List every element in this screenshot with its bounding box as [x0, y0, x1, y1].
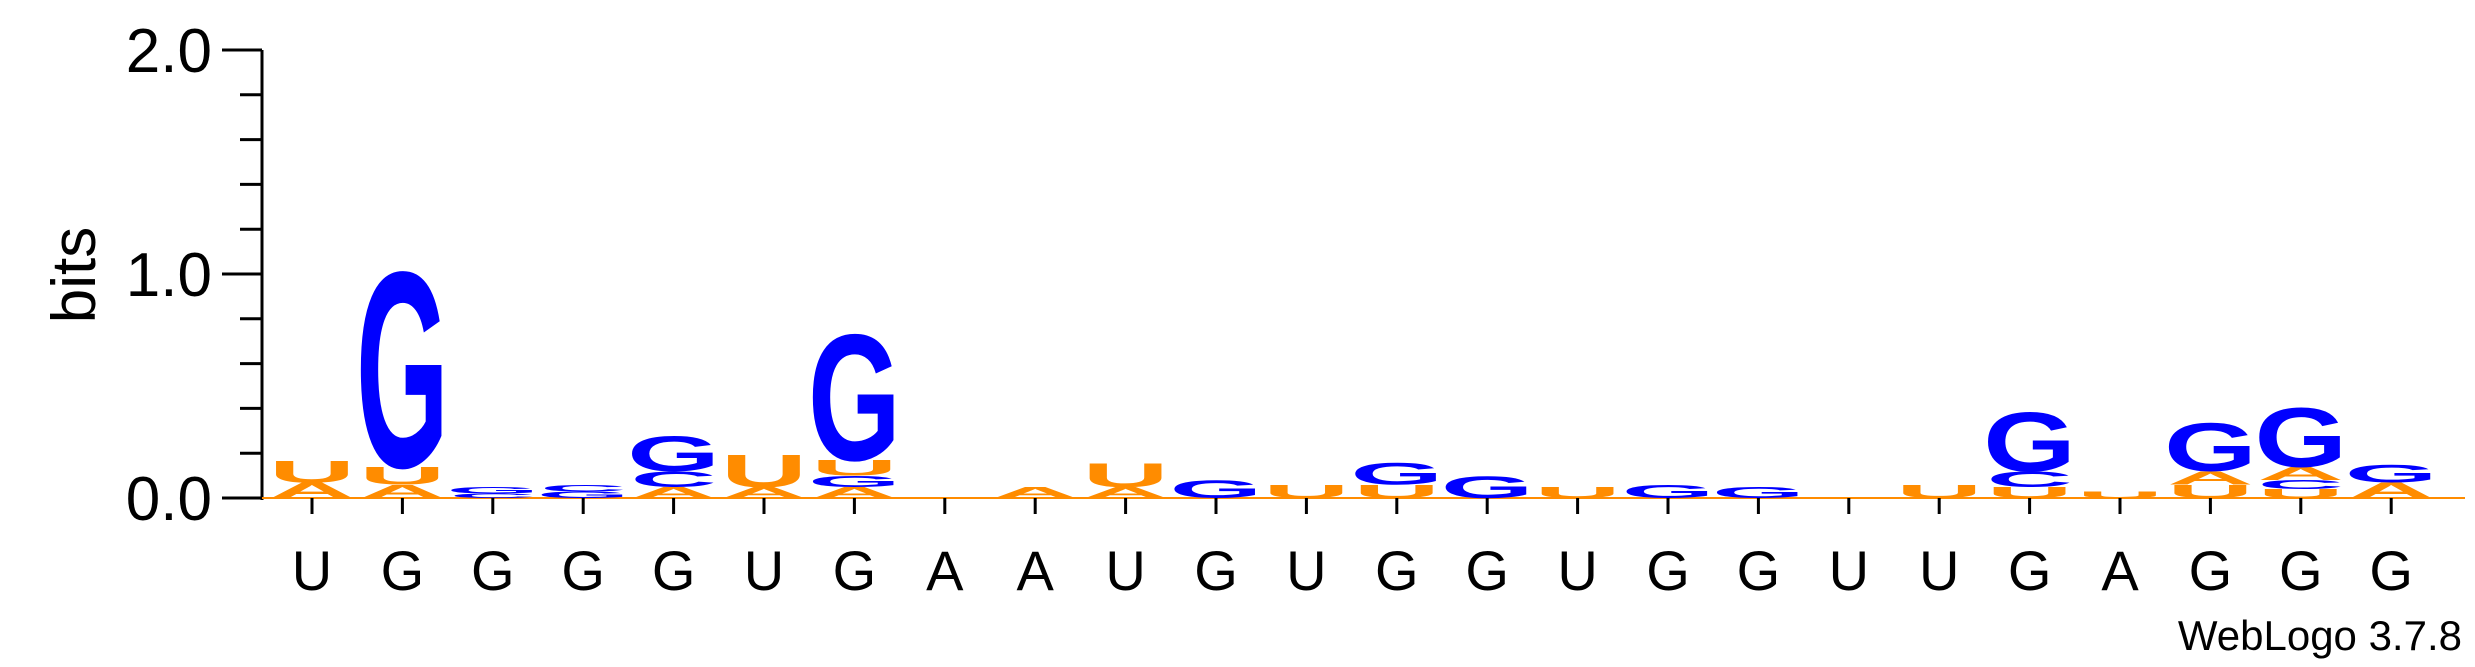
logo-letter: U: [1534, 484, 1620, 501]
logo-letter: G: [2164, 409, 2257, 486]
logo-letter: G: [1983, 395, 2076, 489]
y-ticks: 0.0 1.0 2.0: [126, 17, 262, 534]
logo-letter: A: [630, 484, 716, 501]
x-tick-label: G: [652, 539, 696, 602]
weblogo-watermark: WebLogo 3.7.8: [2178, 612, 2462, 659]
x-tick-label: G: [381, 539, 425, 602]
x-tick-label: U: [744, 539, 784, 602]
x-tick-label: A: [926, 539, 964, 602]
logo-letter: U: [1082, 456, 1168, 495]
y-tick-label: 0.0: [126, 465, 212, 534]
logo-letter: G: [2254, 391, 2347, 485]
x-tick-label: G: [1465, 539, 1509, 602]
logo-letter: U: [1263, 481, 1349, 502]
x-tick-label: A: [1017, 539, 1055, 602]
logo-letter: U: [269, 455, 355, 490]
logo-letter: G: [2345, 460, 2438, 488]
logo-letter: G: [1712, 484, 1805, 501]
logo-letter: U: [2167, 481, 2253, 502]
logo-letter: C: [2258, 478, 2344, 492]
logo-letter: U: [359, 462, 445, 490]
logo-letter: G: [808, 473, 901, 490]
x-tick-label: G: [833, 539, 877, 602]
logo-letter: U: [2258, 487, 2344, 501]
logo-letter: G: [627, 427, 720, 482]
x-tick-label: G: [2279, 539, 2323, 602]
axes: [260, 50, 2465, 500]
x-tick-label: U: [1557, 539, 1597, 602]
x-tick-label: U: [1919, 539, 1959, 602]
x-tick-label: G: [1646, 539, 1690, 602]
x-tick-label: G: [1375, 539, 1419, 602]
logo-letter: A: [359, 481, 445, 502]
x-tick-label: G: [561, 539, 605, 602]
logo-letter: A: [1082, 484, 1168, 501]
y-tick-label: 1.0: [126, 241, 212, 310]
logo-letter: G: [356, 213, 449, 526]
logo-letter: A: [2258, 463, 2344, 484]
logo-letter: U: [1986, 484, 2072, 501]
logo-letter: C: [450, 492, 536, 499]
y-tick-label: 2.0: [126, 17, 212, 86]
x-tick-label: G: [1737, 539, 1781, 602]
x-tick-label: G: [1194, 539, 1238, 602]
logo-letter: G: [808, 297, 901, 499]
logo-letter: A: [992, 484, 1078, 501]
logo-letter: U: [1896, 481, 1982, 502]
x-tick-label: G: [2369, 539, 2413, 602]
x-tick-label: G: [2189, 539, 2233, 602]
y-axis-label: bits: [40, 227, 109, 323]
logo-letter: A: [811, 484, 897, 501]
logo-letter: U: [2077, 490, 2163, 500]
logo-letter: G: [446, 485, 539, 495]
logo-letter: C: [540, 483, 626, 493]
logo-letter: G: [537, 490, 630, 500]
x-tick-label: G: [471, 539, 515, 602]
logo-letter: G: [1350, 457, 1443, 492]
x-tick-label: U: [1286, 539, 1326, 602]
logo-letter: G: [1622, 481, 1715, 502]
x-tick-label: U: [292, 539, 332, 602]
x-tick-label: U: [1829, 539, 1869, 602]
logo-letter: C: [630, 467, 716, 491]
logo-letter: A: [721, 484, 807, 501]
x-tick-label: G: [2008, 539, 2052, 602]
logo-letter: C: [1986, 467, 2072, 491]
logo-letter: U: [811, 456, 897, 480]
logo-letter: U: [1354, 481, 1440, 502]
logo-letter: A: [2167, 468, 2253, 489]
logo-letter: U: [721, 445, 807, 497]
x-tick-label: U: [1105, 539, 1145, 602]
x-tick-label: A: [2101, 539, 2139, 602]
